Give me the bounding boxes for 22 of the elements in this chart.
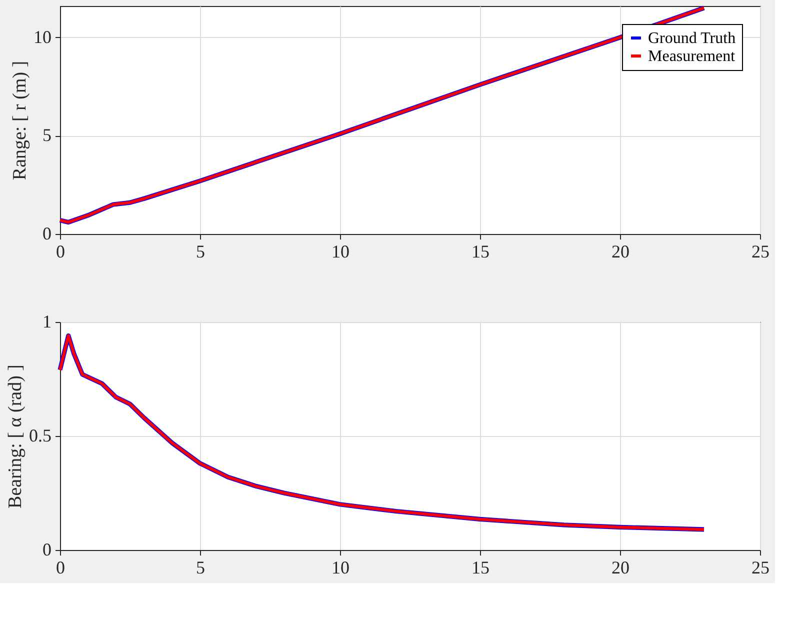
x-tick-label: 20 bbox=[612, 558, 630, 578]
y-tick-label: 0.5 bbox=[29, 426, 52, 446]
x-tick-label: 5 bbox=[196, 558, 205, 578]
x-tick-label: 10 bbox=[332, 558, 350, 578]
y-tick-label: 0 bbox=[42, 540, 52, 560]
x-tick-label: 20 bbox=[612, 242, 630, 262]
x-tick-label: 10 bbox=[332, 242, 350, 262]
x-tick-label: 0 bbox=[56, 242, 65, 262]
legend-label: Ground Truth bbox=[648, 30, 736, 47]
x-tick-label: 25 bbox=[752, 242, 770, 262]
x-tick-label: 5 bbox=[196, 242, 205, 262]
x-tick-label: 0 bbox=[56, 558, 65, 578]
x-tick-label: 25 bbox=[752, 558, 770, 578]
y-tick-label: 1 bbox=[42, 312, 52, 332]
y-axis-title: Bearing: [ α (rad) ] bbox=[5, 364, 26, 508]
y-axis-title: Range: [ r (m) ] bbox=[10, 60, 30, 180]
legend-label: Measurement bbox=[648, 48, 736, 65]
y-tick-label: 10 bbox=[34, 26, 52, 47]
y-tick-label: 5 bbox=[42, 125, 52, 146]
x-tick-label: 15 bbox=[472, 242, 490, 262]
y-tick-label: 0 bbox=[42, 224, 52, 244]
x-tick-label: 15 bbox=[472, 558, 490, 578]
